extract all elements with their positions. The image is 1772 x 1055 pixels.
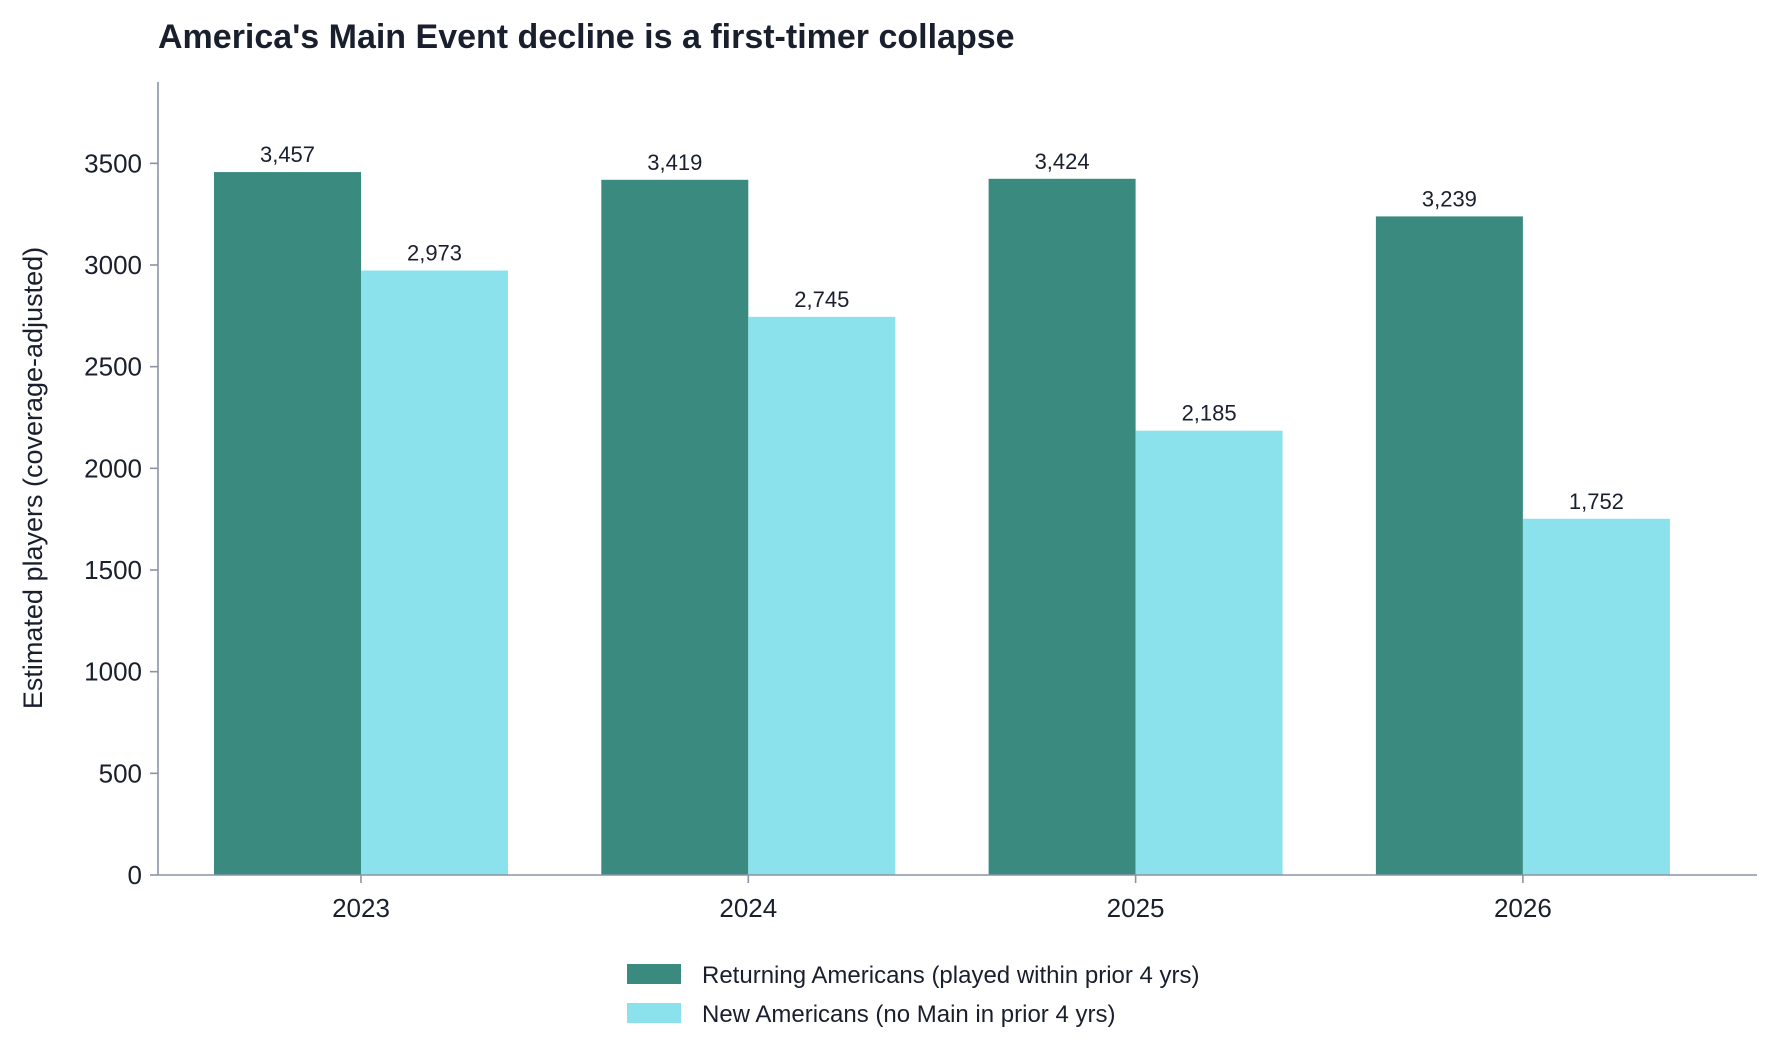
bar-returning-2024 [601,179,749,875]
data-label-returning-2026: 3,239 [1422,186,1477,211]
data-label-returning-2024: 3,419 [647,150,702,175]
y-tick-label: 2000 [84,453,142,483]
bars [214,172,1670,876]
y-axis-title: Estimated players (coverage-adjusted) [18,247,48,709]
legend: Returning Americans (played within prior… [627,962,1200,1028]
bar-returning-2023 [214,172,361,875]
x-tick-label: 2025 [1107,893,1165,923]
axes [157,82,1757,876]
bar-new-2023 [361,270,508,875]
bar-new-2025 [1135,430,1283,875]
data-label-new-2026: 1,752 [1569,489,1624,514]
data-label-new-2023: 2,973 [407,240,462,265]
y-tick-label: 1000 [84,657,142,687]
legend-label-returning: Returning Americans (played within prior… [702,962,1200,989]
data-label-returning-2023: 3,457 [260,142,315,167]
data-label-new-2024: 2,745 [794,287,849,312]
x-ticks: 2023 2024 2025 2026 [332,875,1552,923]
legend-swatch-returning [627,964,681,984]
bar-returning-2026 [1375,216,1523,876]
y-tick-label: 500 [99,758,142,788]
data-label-returning-2025: 3,424 [1035,149,1090,174]
data-labels: 3,457 2,973 3,419 2,745 3,424 2,185 3,239 1,752 [260,142,1624,514]
y-tick-label: 2500 [84,352,142,382]
y-tick-label: 3000 [84,250,142,280]
chart-title: America's Main Event decline is a first-… [158,18,1015,56]
y-ticks: 0 500 1000 1500 2000 2500 3000 3500 [84,148,158,890]
x-tick-label: 2023 [332,893,390,923]
y-tick-label: 3500 [84,148,142,178]
x-tick-label: 2024 [719,893,777,923]
bar-new-2024 [748,316,896,876]
x-tick-label: 2026 [1494,893,1552,923]
y-tick-label: 0 [128,860,142,890]
bar-new-2026 [1522,518,1670,875]
data-label-new-2025: 2,185 [1182,401,1237,426]
bar-returning-2025 [988,178,1136,875]
legend-label-new: New Americans (no Main in prior 4 yrs) [702,1001,1115,1028]
legend-swatch-new [627,1003,681,1023]
y-tick-label: 1500 [84,555,142,585]
y-axis-title-group: Estimated players (coverage-adjusted) [18,247,48,709]
